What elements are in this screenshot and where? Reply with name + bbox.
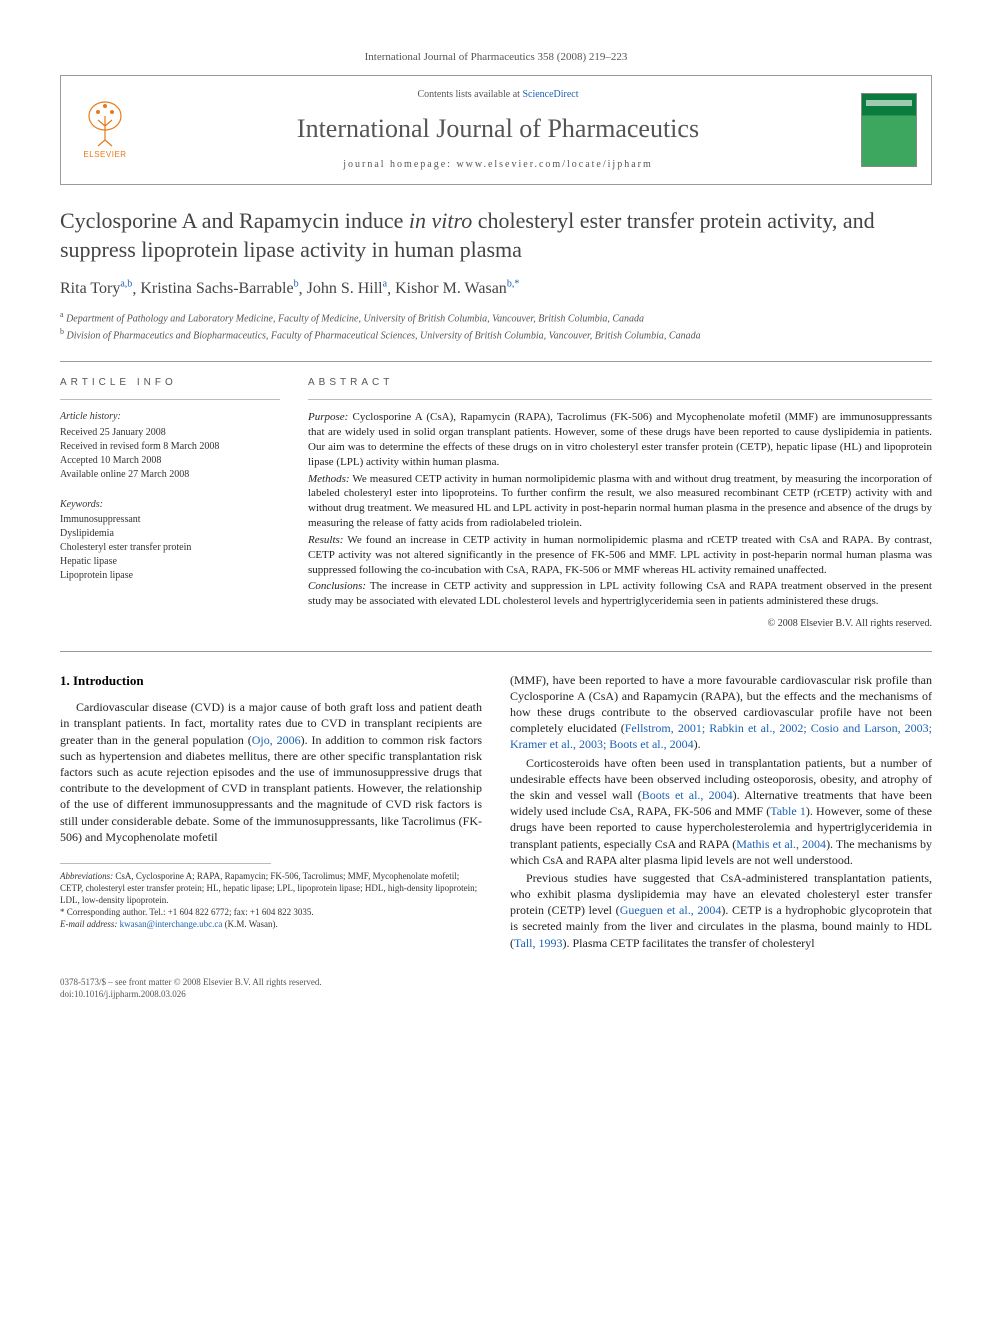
abstract-heading: abstract bbox=[308, 376, 932, 390]
issn-line: 0378-5173/$ – see front matter © 2008 El… bbox=[60, 977, 932, 989]
body-columns: 1. Introduction Cardiovascular disease (… bbox=[60, 672, 932, 953]
citation-link[interactable]: Mathis et al., 2004 bbox=[736, 837, 826, 851]
citation-link[interactable]: Gueguen et al., 2004 bbox=[620, 903, 722, 917]
body-paragraph: (MMF), have been reported to have a more… bbox=[510, 672, 932, 951]
copyright-line: © 2008 Elsevier B.V. All rights reserved… bbox=[308, 617, 932, 631]
author: Rita Torya,b bbox=[60, 280, 132, 297]
article-info-heading: article info bbox=[60, 376, 280, 390]
author: Kishor M. Wasanb,* bbox=[395, 280, 519, 297]
journal-header: ELSEVIER Contents lists available at Sci… bbox=[60, 75, 932, 185]
history-item: Accepted 10 March 2008 bbox=[60, 454, 280, 468]
affiliation: a Department of Pathology and Laboratory… bbox=[60, 310, 932, 326]
keyword: Hepatic lipase bbox=[60, 555, 280, 569]
separator bbox=[60, 651, 932, 652]
separator bbox=[308, 399, 932, 400]
email-footnote: E-mail address: kwasan@interchange.ubc.c… bbox=[60, 918, 482, 930]
header-center: Contents lists available at ScienceDirec… bbox=[149, 88, 847, 172]
author-list: Rita Torya,b, Kristina Sachs-Barrableb, … bbox=[60, 278, 932, 300]
author: John S. Hilla bbox=[307, 280, 387, 297]
abstract-text: Purpose: Cyclosporine A (CsA), Rapamycin… bbox=[308, 410, 932, 609]
citation-link[interactable]: Ojo, 2006 bbox=[252, 733, 301, 747]
history-item: Received in revised form 8 March 2008 bbox=[60, 440, 280, 454]
journal-cover-thumbnail bbox=[861, 93, 917, 167]
publisher-logo: ELSEVIER bbox=[75, 96, 135, 164]
body-column-right: (MMF), have been reported to have a more… bbox=[510, 672, 932, 953]
history-item: Available online 27 March 2008 bbox=[60, 468, 280, 482]
journal-homepage: journal homepage: www.elsevier.com/locat… bbox=[149, 158, 847, 172]
body-column-left: 1. Introduction Cardiovascular disease (… bbox=[60, 672, 482, 953]
footer-bar: 0378-5173/$ – see front matter © 2008 El… bbox=[60, 977, 932, 1000]
abstract-column: abstract Purpose: Cyclosporine A (CsA), … bbox=[308, 376, 932, 631]
body-paragraph: Cardiovascular disease (CVD) is a major … bbox=[60, 699, 482, 845]
contents-available-line: Contents lists available at ScienceDirec… bbox=[149, 88, 847, 102]
citation-line: International Journal of Pharmaceutics 3… bbox=[60, 50, 932, 65]
keyword: Cholesteryl ester transfer protein bbox=[60, 541, 280, 555]
keyword: Dyslipidemia bbox=[60, 527, 280, 541]
doi-line: doi:10.1016/j.ijpharm.2008.03.026 bbox=[60, 989, 932, 1001]
abbreviations-footnote: Abbreviations: CsA, Cyclosporine A; RAPA… bbox=[60, 870, 482, 906]
elsevier-tree-icon bbox=[80, 98, 130, 148]
affiliations: a Department of Pathology and Laboratory… bbox=[60, 310, 932, 343]
corresponding-author-footnote: * Corresponding author. Tel.: +1 604 822… bbox=[60, 906, 482, 918]
table-link[interactable]: Table 1 bbox=[770, 804, 806, 818]
history-label: Article history: bbox=[60, 410, 280, 424]
homepage-url[interactable]: www.elsevier.com/locate/ijpharm bbox=[456, 159, 652, 170]
separator bbox=[60, 399, 280, 400]
footnotes: Abbreviations: CsA, Cyclosporine A; RAPA… bbox=[60, 870, 482, 931]
footnote-separator bbox=[60, 863, 271, 864]
citation-link[interactable]: Tall, 1993 bbox=[514, 936, 563, 950]
keywords-label: Keywords: bbox=[60, 498, 280, 512]
sciencedirect-link[interactable]: ScienceDirect bbox=[522, 89, 578, 100]
citation-link[interactable]: Boots et al., 2004 bbox=[642, 788, 733, 802]
separator bbox=[60, 361, 932, 362]
article-info-column: article info Article history: Received 2… bbox=[60, 376, 280, 631]
affiliation: b Division of Pharmaceutics and Biopharm… bbox=[60, 327, 932, 343]
journal-title: International Journal of Pharmaceutics bbox=[149, 111, 847, 146]
keyword: Lipoprotein lipase bbox=[60, 569, 280, 583]
page-container: International Journal of Pharmaceutics 3… bbox=[0, 0, 992, 1040]
email-link[interactable]: kwasan@interchange.ubc.ca bbox=[120, 919, 223, 929]
article-title: Cyclosporine A and Rapamycin induce in v… bbox=[60, 207, 932, 264]
author: Kristina Sachs-Barrableb bbox=[140, 280, 298, 297]
history-item: Received 25 January 2008 bbox=[60, 426, 280, 440]
section-heading: 1. Introduction bbox=[60, 672, 482, 690]
publisher-name: ELSEVIER bbox=[83, 150, 126, 161]
keyword: Immunosuppressant bbox=[60, 513, 280, 527]
info-abstract-row: article info Article history: Received 2… bbox=[60, 376, 932, 631]
